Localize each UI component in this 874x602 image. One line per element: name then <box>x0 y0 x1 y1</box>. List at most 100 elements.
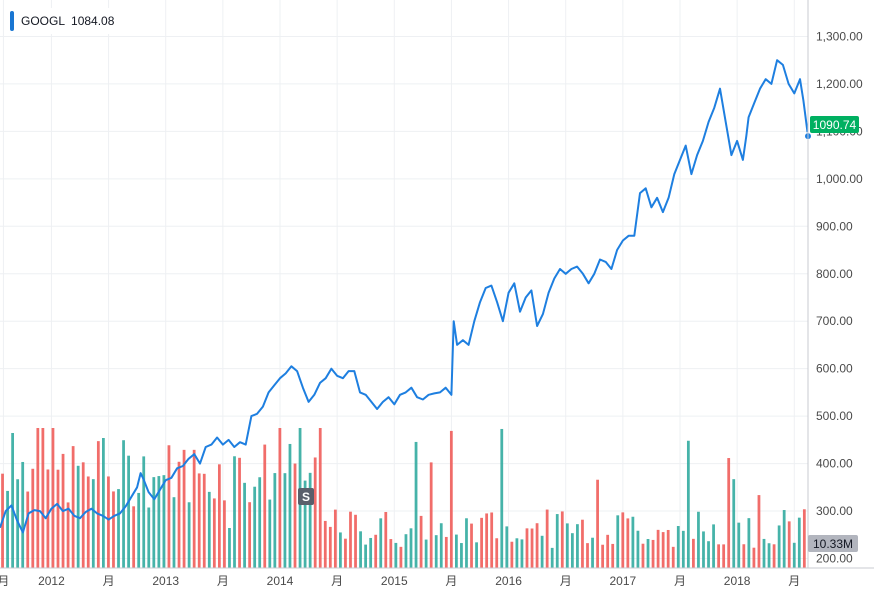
volume-bar <box>167 445 171 568</box>
volume-bar <box>535 523 539 568</box>
y-tick-label: 700.00 <box>816 314 853 328</box>
y-tick-label: 600.00 <box>816 362 853 376</box>
volume-bar <box>283 473 287 568</box>
volume-bar <box>233 456 236 568</box>
volume-bar <box>414 441 418 568</box>
volume-bar <box>510 541 514 568</box>
volume-bar <box>268 499 272 568</box>
volume-bar <box>732 479 736 568</box>
volume-bar <box>112 491 115 568</box>
legend-text: GOOGL 1084.08 <box>21 14 114 28</box>
volume-bar <box>722 544 726 568</box>
volume-bar <box>424 539 428 568</box>
legend-swatch <box>10 11 14 31</box>
volume-bar <box>601 544 605 568</box>
volume-bar <box>485 513 489 568</box>
volume-bar <box>782 510 786 568</box>
volume-bar <box>217 464 221 568</box>
volume-bar <box>308 472 312 568</box>
volume-bar <box>117 489 120 568</box>
y-tick-label: 800.00 <box>816 267 853 281</box>
legend-symbol: GOOGL <box>21 14 66 28</box>
y-tick-label: 300.00 <box>816 504 853 518</box>
volume-bar <box>207 491 211 568</box>
volume-bar <box>676 526 680 568</box>
volume-bar <box>777 525 781 568</box>
volume-bar <box>661 532 665 568</box>
volume-bar <box>727 458 731 568</box>
volume-bar <box>187 502 191 568</box>
split-marker-box[interactable] <box>298 488 314 505</box>
volume-bar <box>86 476 90 568</box>
volume-bar <box>313 457 317 568</box>
volume-bar <box>202 473 206 568</box>
volume-bar <box>51 428 55 568</box>
x-tick-label: 月 <box>217 574 229 588</box>
x-tick-label: 2013 <box>152 574 179 588</box>
volume-bar <box>651 539 655 568</box>
volume-bar <box>172 497 176 568</box>
volume-bar <box>560 511 564 568</box>
volume-bar <box>681 530 685 568</box>
volume-bar <box>444 536 448 568</box>
x-tick-label: 月 <box>103 574 115 588</box>
volume-bar <box>787 521 791 568</box>
volume-bar <box>248 502 252 568</box>
volume-bar <box>530 528 534 568</box>
volume-bar <box>636 530 640 568</box>
volume-bar <box>41 428 45 568</box>
volume-bar <box>500 428 504 568</box>
volume-bar <box>626 518 630 568</box>
volume-bar <box>641 543 645 568</box>
volume-bar <box>379 518 383 568</box>
volume-bar <box>66 502 70 568</box>
volume-bar <box>157 476 161 568</box>
y-tick-label: 500.00 <box>816 409 853 423</box>
volume-bar <box>36 428 40 568</box>
volume-bar <box>666 529 670 568</box>
volume-bar <box>656 529 660 568</box>
volume-bar <box>197 473 201 568</box>
volume-bar <box>802 509 806 568</box>
x-tick-label: 2012 <box>38 574 65 588</box>
y-tick-label: 1,200.00 <box>816 77 863 91</box>
volume-bar <box>137 492 141 568</box>
volume-bar <box>747 518 751 568</box>
price-tag-box <box>810 116 859 133</box>
volume-bar <box>707 541 710 568</box>
volume-bar <box>762 538 766 568</box>
legend-value: 1084.08 <box>71 14 115 28</box>
y-tick-label: 400.00 <box>816 457 853 471</box>
volume-bar <box>394 542 398 568</box>
volume-bar <box>540 535 544 568</box>
volume-bar <box>465 518 468 568</box>
volume-bar <box>692 538 695 568</box>
x-tick-label: 月 <box>0 574 9 588</box>
volume-bar <box>91 479 95 568</box>
volume-bar <box>364 544 368 568</box>
volume-bar <box>772 544 776 568</box>
split-marker-label[interactable]: S <box>302 490 310 504</box>
volume-bar <box>359 531 362 568</box>
volume-bar <box>616 515 620 568</box>
volume-bar <box>399 546 403 568</box>
x-tick-label: 月 <box>674 574 686 588</box>
volume-bar <box>555 514 559 568</box>
y-tick-label: 1,000.00 <box>816 172 863 186</box>
legend[interactable]: GOOGL 1084.08 <box>6 8 123 34</box>
x-tick-label: 2015 <box>381 574 408 588</box>
volume-bar <box>570 533 574 568</box>
axis-layer: 200.00 300.00 400.00 500.00 600.00 700.00 800.… <box>0 0 874 588</box>
volume-bar <box>525 528 529 568</box>
x-tick-label: 2017 <box>610 574 637 588</box>
volume-bar <box>520 539 524 568</box>
volume-bar <box>429 462 433 568</box>
volume-bar <box>581 519 584 568</box>
volume-bar <box>545 509 549 568</box>
volume-bar <box>31 468 35 568</box>
volume-bar <box>11 433 15 568</box>
volume-bar <box>228 528 231 568</box>
volume-bar <box>742 544 746 568</box>
